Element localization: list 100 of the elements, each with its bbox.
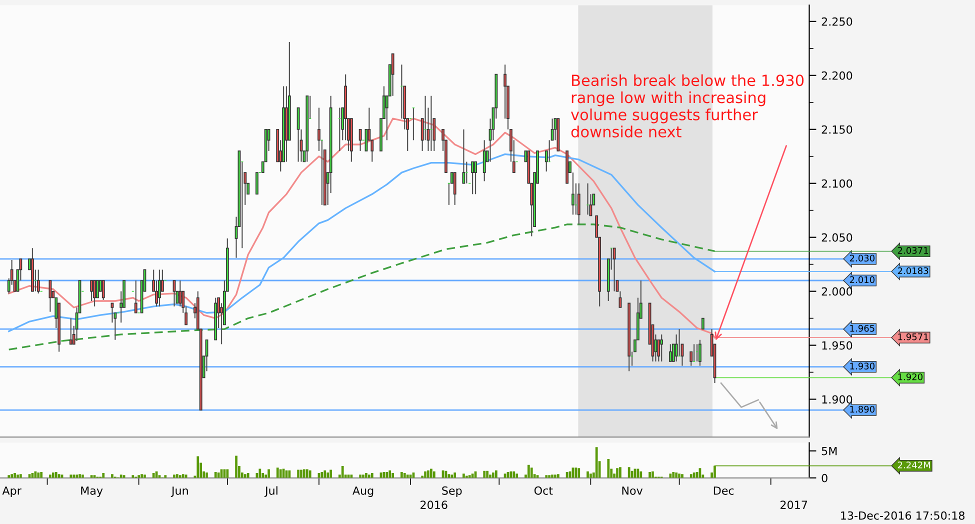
bar bbox=[300, 470, 302, 478]
bar bbox=[554, 474, 556, 478]
candlestick bbox=[96, 280, 99, 298]
bar bbox=[616, 468, 618, 478]
bar bbox=[530, 468, 533, 478]
y-tick-label: 2.050 bbox=[822, 233, 852, 242]
bar bbox=[403, 473, 406, 478]
bar bbox=[672, 472, 675, 478]
bar bbox=[326, 472, 330, 478]
bar bbox=[388, 470, 392, 478]
bar bbox=[675, 472, 678, 478]
bar bbox=[628, 467, 630, 478]
candlestick bbox=[90, 280, 94, 302]
y-tick-label: 1.900 bbox=[822, 395, 852, 404]
bar bbox=[548, 475, 551, 478]
candlestick bbox=[660, 334, 664, 362]
bar bbox=[244, 474, 246, 478]
bar bbox=[196, 456, 200, 478]
bar bbox=[72, 474, 76, 478]
y-tick-label: 2.000 bbox=[822, 287, 852, 296]
candlestick bbox=[504, 64, 506, 120]
candlestick bbox=[471, 161, 474, 195]
bar bbox=[268, 469, 270, 478]
candlestick bbox=[102, 280, 105, 300]
bar bbox=[574, 468, 578, 478]
bar bbox=[489, 474, 492, 478]
bar bbox=[545, 475, 548, 478]
bar bbox=[578, 468, 580, 478]
bar bbox=[120, 474, 122, 478]
x-tick-label: Nov bbox=[622, 486, 643, 495]
bar bbox=[495, 470, 498, 478]
bar bbox=[182, 474, 184, 478]
bar bbox=[527, 464, 530, 478]
bar bbox=[483, 470, 486, 478]
candlestick bbox=[178, 280, 182, 307]
candlestick bbox=[474, 161, 477, 195]
bar bbox=[640, 471, 642, 478]
bar bbox=[619, 467, 622, 478]
bar bbox=[424, 471, 426, 478]
bar bbox=[138, 475, 140, 478]
bar bbox=[49, 474, 52, 478]
bar bbox=[40, 472, 43, 478]
bar bbox=[652, 471, 654, 478]
candlestick bbox=[462, 128, 466, 184]
candlestick bbox=[358, 128, 362, 152]
bar bbox=[102, 473, 105, 478]
bar bbox=[690, 474, 692, 478]
x-tick-label: Jul bbox=[264, 486, 278, 497]
text: 13-Dec-2016 17:50:18 bbox=[841, 511, 964, 520]
bar bbox=[140, 474, 143, 478]
candlestick bbox=[36, 269, 40, 294]
y-tick-label: 2.200 bbox=[822, 71, 852, 80]
bar bbox=[178, 475, 182, 478]
bar bbox=[368, 474, 370, 478]
candlestick bbox=[612, 248, 616, 292]
bar bbox=[492, 472, 494, 478]
candlestick bbox=[114, 312, 117, 340]
candlestick bbox=[672, 344, 675, 362]
bar bbox=[359, 474, 362, 478]
bar bbox=[176, 474, 178, 478]
y-tick-label: 0 bbox=[822, 474, 828, 482]
x-tick-label: Aug bbox=[352, 486, 374, 497]
candlestick bbox=[577, 182, 580, 225]
ref-line-label: 2.010 bbox=[850, 276, 874, 284]
bar bbox=[258, 468, 262, 478]
bar bbox=[19, 474, 22, 478]
bar bbox=[308, 470, 312, 478]
text: 2016 bbox=[420, 500, 448, 510]
bar bbox=[551, 474, 554, 478]
annotation: 2.242M bbox=[898, 462, 930, 468]
bar bbox=[392, 473, 394, 478]
y-tick-label: 1.950 bbox=[822, 341, 852, 350]
candlestick bbox=[93, 280, 96, 307]
candlestick bbox=[364, 128, 368, 152]
y-tick-label: 2.100 bbox=[822, 179, 852, 188]
bar bbox=[590, 474, 592, 478]
bar bbox=[557, 474, 560, 478]
candlestick bbox=[69, 318, 72, 345]
bar bbox=[427, 470, 430, 478]
bar bbox=[365, 473, 368, 478]
y-tick-label: 2.150 bbox=[822, 125, 852, 134]
bar bbox=[330, 470, 332, 478]
bar bbox=[8, 475, 10, 478]
candlestick bbox=[296, 107, 300, 162]
annotation: 1.920 bbox=[898, 373, 922, 380]
bar bbox=[595, 447, 598, 478]
bar bbox=[235, 456, 238, 478]
bar bbox=[164, 475, 167, 478]
bar bbox=[432, 471, 436, 478]
bar bbox=[54, 472, 58, 478]
candlestick bbox=[134, 280, 138, 314]
candlestick bbox=[453, 172, 456, 206]
bar bbox=[152, 473, 155, 478]
y-tick-label: 2.250 bbox=[822, 17, 852, 26]
annotation: 1.9571 bbox=[898, 333, 928, 340]
bar bbox=[678, 474, 680, 478]
bar bbox=[406, 474, 409, 478]
bar bbox=[78, 474, 81, 478]
x-tick-label: Sep bbox=[442, 486, 462, 497]
bar bbox=[111, 474, 114, 478]
